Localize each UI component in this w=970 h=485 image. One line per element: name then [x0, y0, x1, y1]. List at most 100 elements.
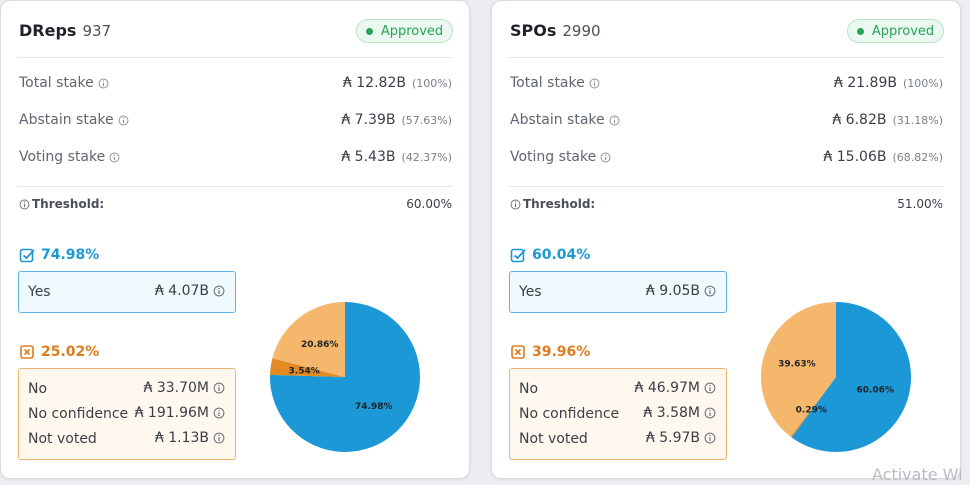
icon-dot: [122, 117, 124, 119]
icon-dot: [593, 80, 595, 82]
icon-box: [19, 248, 34, 263]
no-value-row: ₳ 3.58M: [643, 405, 720, 421]
check-icon: [510, 248, 526, 263]
pie-label: 74.98%: [355, 402, 393, 412]
info-icon: [600, 152, 611, 162]
icon-dot: [114, 154, 116, 156]
card-header: SPOs 2990: [510, 21, 601, 40]
stake-label-row: Voting stake: [19, 149, 124, 165]
yes-percent: 74.98%: [41, 247, 100, 263]
stake-label-row: Abstain stake: [19, 112, 133, 128]
icon-box: [511, 345, 525, 359]
icon-ring: [609, 115, 620, 125]
icon-ring: [510, 199, 521, 209]
stake-value: ₳ 15.06B: [823, 149, 887, 165]
yes-percent-row: 74.98%: [15, 247, 99, 263]
stake-value-row: ₳ 15.06B (68.82%): [823, 149, 943, 165]
stake-label: Abstain stake: [19, 112, 114, 128]
no-box: No ₳ 46.97M No confidence ₳ 3.58M Not voted ₳…: [509, 368, 727, 460]
info-icon: [213, 407, 225, 419]
icon-ring: [118, 115, 129, 125]
icon-dot: [23, 201, 26, 203]
info-icon: [213, 382, 225, 394]
status-dot: [856, 27, 864, 35]
icon-box: [510, 248, 525, 263]
icon-box: [20, 345, 34, 359]
card-title: SPOs: [510, 21, 557, 40]
divider: [18, 57, 452, 58]
vote-card: SPOs 2990 Approved Total stake ₳ 21.89B (100%…: [491, 0, 961, 479]
no-label: No: [28, 381, 48, 397]
stake-value-row: ₳ 6.82B (31.18%): [832, 112, 943, 128]
no-value-row: ₳ 1.13B: [155, 430, 229, 446]
icon-ring: [213, 382, 225, 394]
divider: [509, 186, 943, 187]
icon-dot: [102, 80, 104, 82]
info-icon: [704, 285, 716, 297]
stake-value-row: ₳ 7.39B (57.63%): [341, 112, 452, 128]
icon-dot: [605, 154, 607, 156]
stake-label-row: Voting stake: [510, 149, 615, 165]
status-text: Approved: [871, 23, 935, 39]
pie-chart: 74.98% 3.54% 20.86%: [270, 302, 420, 452]
stake-value-row: ₳ 5.43B (42.37%): [341, 149, 452, 165]
no-box: No ₳ 33.70M No confidence ₳ 191.96M Not vote…: [18, 368, 236, 460]
icon-ring: [704, 407, 716, 419]
threshold-label: Threshold:: [32, 197, 105, 211]
pie-slice: [272, 302, 345, 377]
yes-value: ₳ 4.07B: [154, 283, 209, 299]
no-label: No confidence: [519, 406, 620, 422]
no-label: Not voted: [28, 431, 97, 447]
info-icon: [213, 432, 225, 444]
stake-value: ₳ 21.89B: [833, 75, 897, 91]
icon-dot: [218, 434, 220, 437]
icon-x: [514, 348, 522, 356]
info-icon: [704, 382, 716, 394]
icon-tick: [513, 249, 526, 260]
pie-label: 3.54%: [289, 367, 320, 377]
status-dot: [365, 27, 373, 35]
cross-icon: [20, 345, 34, 359]
no-label: No: [519, 381, 539, 397]
info-icon: [704, 432, 716, 444]
status-text: Approved: [380, 23, 444, 39]
pie-slice: [270, 358, 345, 377]
stake-value-row: ₳ 21.89B (100%): [834, 75, 943, 91]
icon-ring: [704, 285, 716, 297]
yes-percent: 60.04%: [532, 247, 591, 263]
threshold-label-row: Threshold:: [15, 197, 104, 211]
stake-share: (100%): [411, 76, 452, 90]
no-percent-row: 39.96%: [506, 344, 590, 360]
voter-count: 937: [82, 21, 112, 40]
stake-value: ₳ 5.43B: [341, 149, 396, 165]
stake-share: (31.18%): [892, 113, 943, 127]
yes-percent-row: 60.04%: [506, 247, 590, 263]
icon-dot: [709, 434, 711, 437]
pie-slice: [790, 377, 836, 438]
pie-slice: [761, 302, 836, 437]
icon-dot: [709, 409, 711, 412]
divider: [18, 186, 452, 187]
info-icon: [609, 115, 620, 125]
icon-ring: [213, 407, 225, 419]
icon-ring: [589, 78, 600, 88]
card-header: DReps 937: [19, 21, 111, 40]
divider: [509, 57, 943, 58]
icon-ring: [213, 285, 225, 297]
no-value: ₳ 191.96M: [134, 405, 209, 421]
icon-tick: [22, 249, 35, 260]
no-value: ₳ 1.13B: [154, 430, 209, 446]
icon-ring: [19, 199, 30, 209]
icon-ring: [213, 432, 225, 444]
icon-dot: [218, 409, 220, 412]
info-icon: [589, 78, 600, 88]
threshold-value: 60.00%: [406, 197, 452, 211]
no-value-row: ₳ 5.97B: [646, 430, 720, 446]
no-value: ₳ 3.58M: [643, 405, 700, 421]
yes-box: Yes ₳ 9.05B: [509, 271, 727, 313]
no-percent: 39.96%: [532, 344, 591, 360]
status-badge: Approved: [847, 19, 944, 43]
cross-icon: [511, 345, 525, 359]
pie-chart: 60.06% 0.29% 39.63%: [761, 302, 911, 452]
yes-label: Yes: [519, 284, 542, 300]
